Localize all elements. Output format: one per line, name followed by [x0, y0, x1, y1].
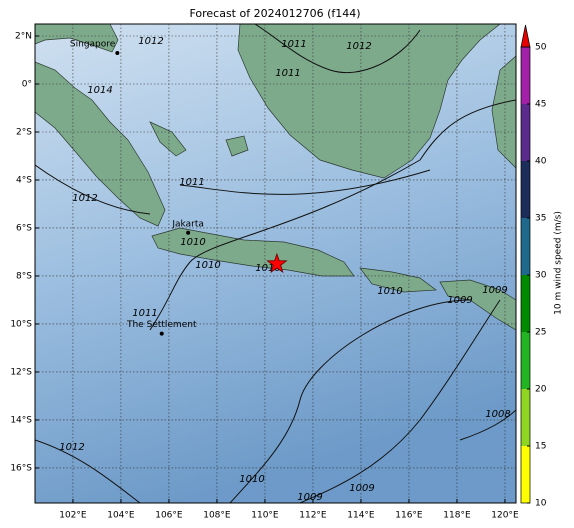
- colorbar-segment: [521, 47, 530, 104]
- contour-label: 1012: [72, 193, 97, 204]
- colorbar-tick-label: 15: [535, 442, 546, 452]
- lat-tick-label: 0°: [22, 79, 32, 89]
- belitung: [225, 135, 249, 157]
- lon-tick-label: 114°E: [347, 511, 375, 521]
- contour-label: 1011: [132, 308, 157, 319]
- colorbar-tick-label: 10: [535, 499, 547, 509]
- title: Forecast of 2024012706 (f144): [189, 7, 360, 20]
- lat-tick-label: 4°S: [16, 175, 32, 185]
- contour-label: 1010: [377, 286, 402, 297]
- lat-tick-label: 14°S: [10, 415, 32, 425]
- colorbar-segment: [521, 104, 530, 161]
- colorbar-label: 10 m wind speed (m/s): [554, 211, 564, 315]
- contour-label: 1010: [195, 260, 220, 271]
- contour-label: 1010: [239, 474, 264, 485]
- place-label: The Settlement: [126, 320, 197, 330]
- lon-tick-label: 104°E: [107, 511, 135, 521]
- lon-tick-label: 106°E: [155, 511, 183, 521]
- lon-tick-label: 118°E: [443, 511, 471, 521]
- lat-tick-label: 16°S: [10, 463, 32, 473]
- lat-tick-label: 12°S: [10, 367, 32, 377]
- contours: [35, 24, 516, 503]
- lat-tick-label: 10°S: [10, 319, 32, 329]
- contour-label: 1009: [349, 483, 374, 494]
- colorbar-tick-label: 40: [535, 157, 547, 167]
- contour-label: 1012: [138, 36, 163, 47]
- colorbar-tick-label: 25: [535, 328, 546, 338]
- contour-label: 1012: [346, 41, 371, 52]
- bangka: [149, 121, 187, 157]
- bali-lombok: [359, 267, 437, 293]
- contour-label: 1010: [180, 237, 205, 248]
- malay-peninsula: [35, 24, 119, 53]
- colorbar-segment: [521, 389, 530, 446]
- place-dot: [115, 51, 120, 56]
- lon-tick-label: 110°E: [251, 511, 279, 521]
- colorbar-segment: [521, 332, 530, 389]
- place-dot: [159, 331, 164, 336]
- contour-label: 1008: [485, 409, 510, 420]
- place-label: Jakarta: [171, 219, 203, 229]
- colorbar-segment: [521, 218, 530, 275]
- contour-label: 1011: [281, 39, 306, 50]
- lon-tick-label: 120°E: [491, 511, 519, 521]
- contour-label: 1009: [297, 492, 322, 503]
- place-label: Singapore: [70, 40, 116, 50]
- contour-label: 1009: [447, 295, 472, 306]
- colorbar-tick-label: 50: [535, 43, 547, 53]
- map-area: [35, 24, 516, 503]
- lat-tick-label: 6°S: [16, 223, 32, 233]
- lat-tick-label: 2°N: [15, 31, 32, 41]
- colorbar-segment: [521, 446, 530, 503]
- colorbar-tick-label: 35: [535, 214, 546, 224]
- colorbar-extend: [520, 24, 531, 48]
- sumbawa: [439, 279, 516, 331]
- borneo: [237, 24, 501, 179]
- colorbar-tick-label: 20: [535, 385, 547, 395]
- lon-tick-label: 102°E: [59, 511, 87, 521]
- contour-label: 1012: [59, 442, 84, 453]
- colorbar-tick-label: 45: [535, 100, 546, 110]
- lat-tick-label: 2°S: [16, 127, 32, 137]
- place-dot: [186, 230, 191, 235]
- contour-label: 1010: [255, 263, 280, 274]
- lat-tick-label: 8°S: [16, 271, 32, 281]
- colorbar-segment: [521, 161, 530, 218]
- storm-marker: [266, 252, 288, 274]
- lon-tick-label: 108°E: [203, 511, 231, 521]
- contour-label: 1011: [179, 177, 204, 188]
- colorbar-tick-label: 30: [535, 271, 547, 281]
- contour-label: 1009: [482, 285, 507, 296]
- map-frame: [34, 23, 517, 504]
- lon-tick-label: 116°E: [395, 511, 423, 521]
- sumatra: [35, 61, 166, 227]
- colorbar-segment: [521, 275, 530, 332]
- lon-tick-label: 112°E: [299, 511, 327, 521]
- contour-label: 1014: [87, 85, 112, 96]
- contour-label: 1011: [275, 68, 300, 79]
- colorbar: 10 15 20 25 30 35 40 45 50: [520, 24, 547, 509]
